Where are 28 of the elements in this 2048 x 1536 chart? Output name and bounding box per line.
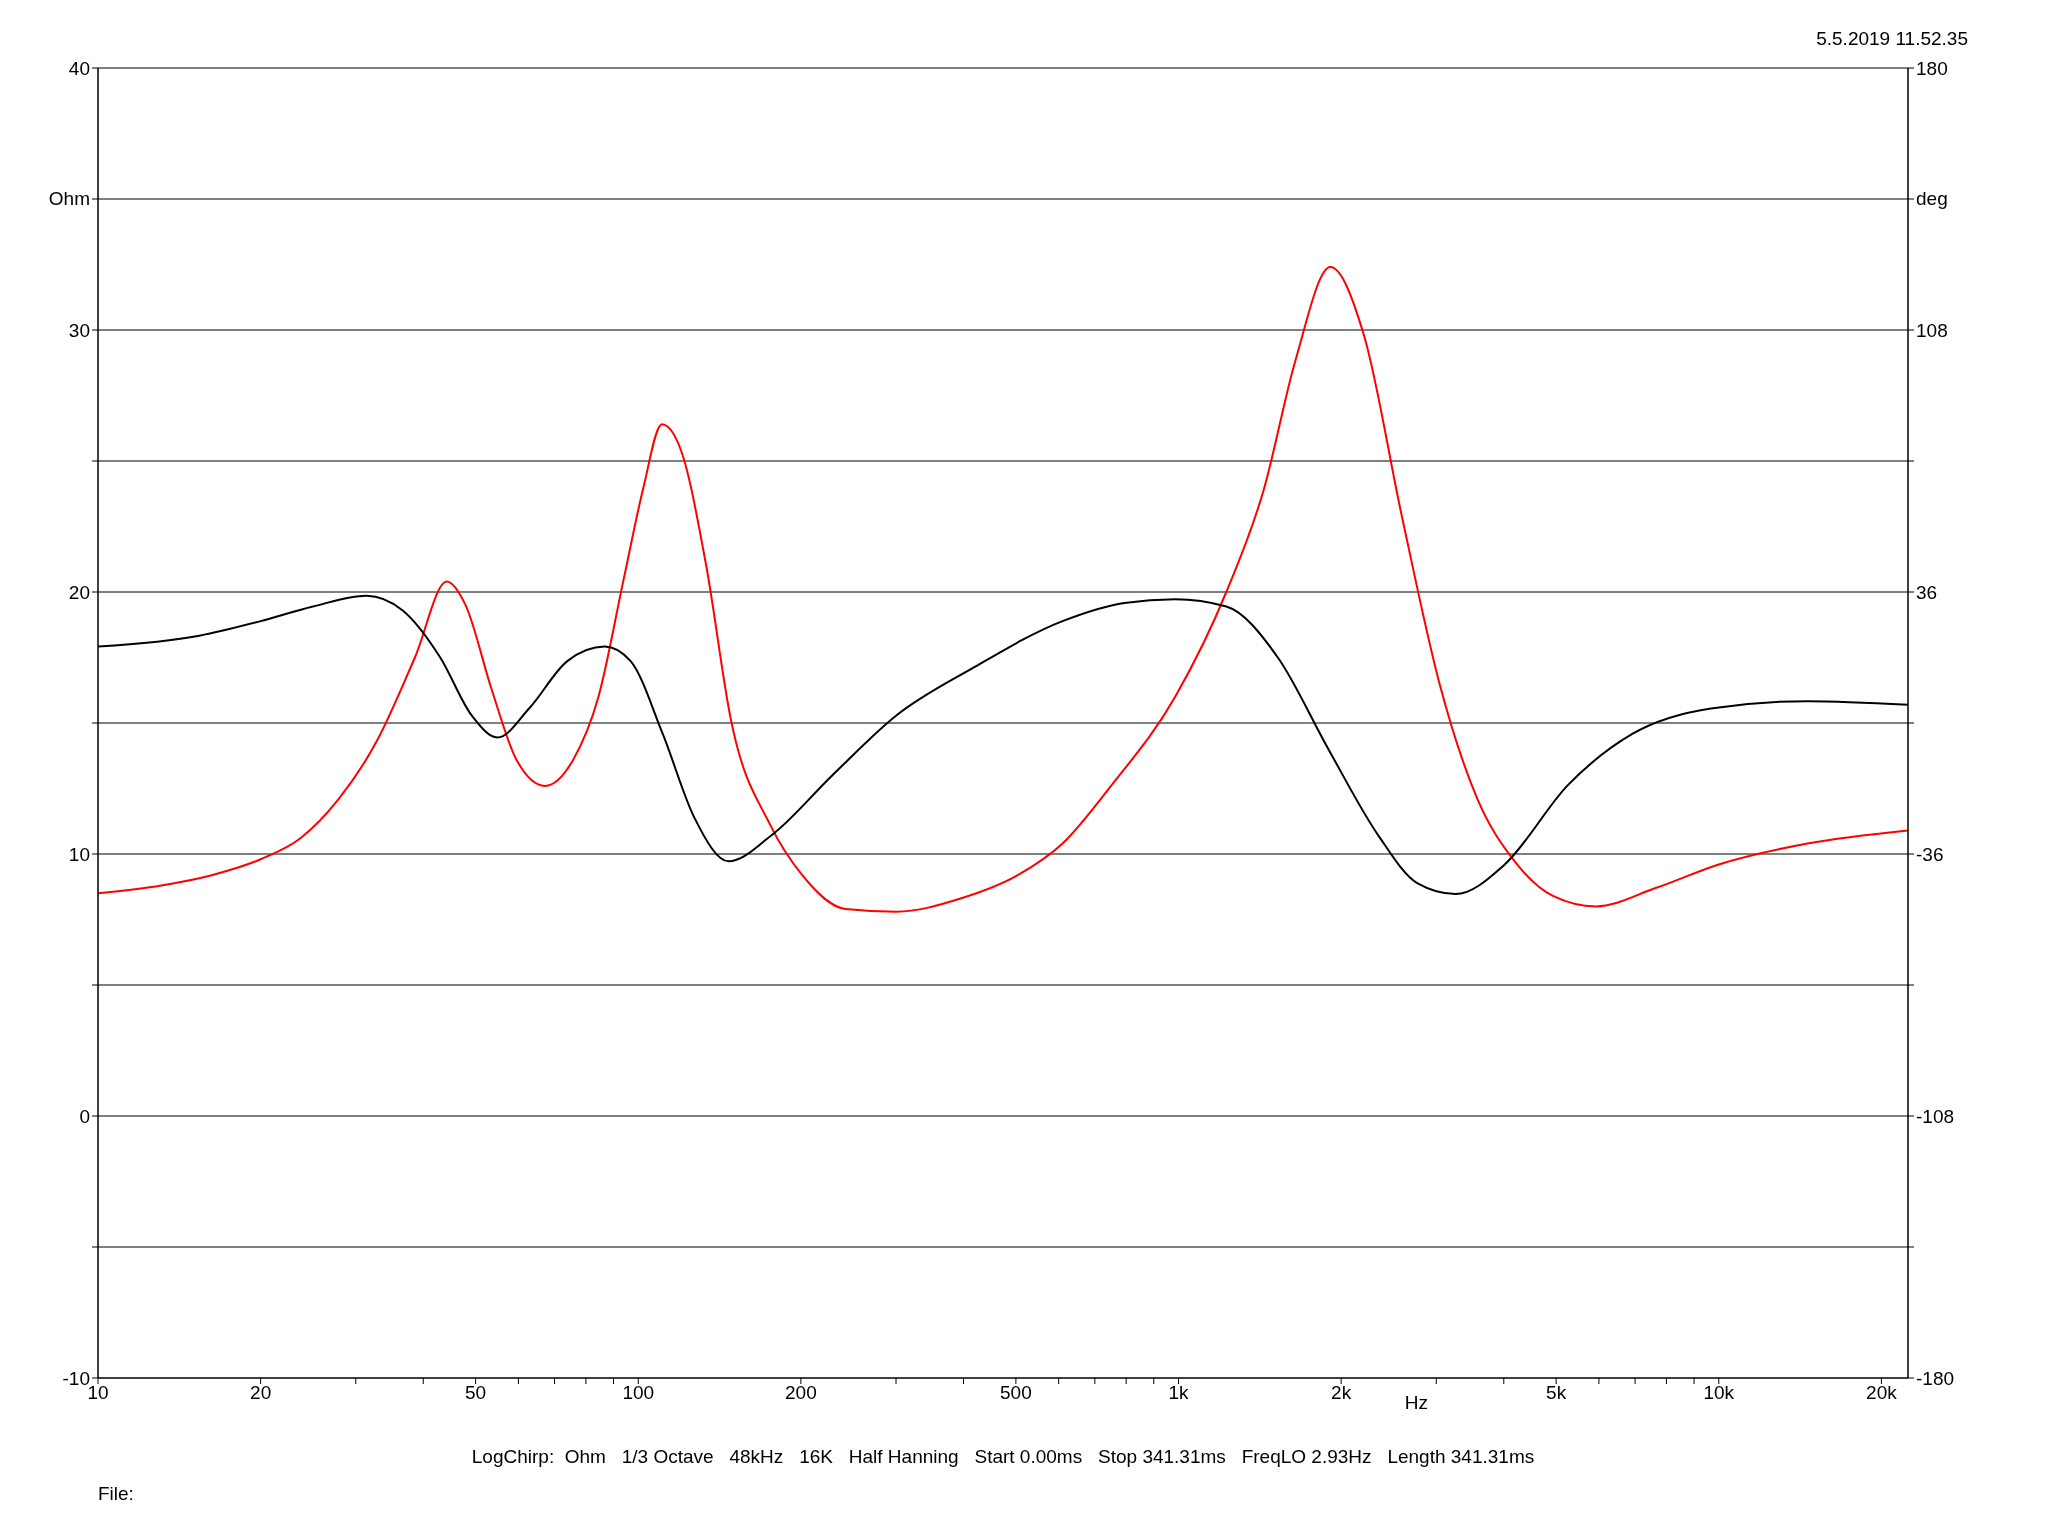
y-tick-label: 0 (79, 1105, 90, 1127)
y-tick-label: 30 (68, 319, 90, 341)
y2-axis-title: deg (1916, 188, 1949, 210)
y-tick-label: -10 (62, 1367, 90, 1389)
x-tick-label: 2k (1331, 1382, 1352, 1404)
text: File: (98, 1483, 134, 1505)
y2-tick-label: 36 (1916, 581, 1938, 603)
x-tick-label: 20k (1866, 1382, 1898, 1404)
x-tick-label: 200 (785, 1382, 817, 1404)
text: LogChirp: Ohm 1/3 Octave 48kHz 16K Half Hanning Start 0.00ms Stop 341.31ms FreqLO 2.93Hz Length 341.31ms (470, 1446, 1536, 1468)
y-tick-label: 10 (68, 843, 90, 865)
y2-tick-label: -36 (1916, 843, 1944, 865)
x-axis-title: Hz (1404, 1392, 1428, 1413)
y-tick-label: 40 (68, 57, 90, 79)
y2-tick-label: -108 (1916, 1105, 1955, 1127)
x-tick-label: 5k (1546, 1382, 1567, 1404)
x-tick-label: 10k (1703, 1382, 1735, 1404)
y2-tick-label: 108 (1916, 319, 1948, 341)
x-tick-label: 500 (1000, 1382, 1032, 1404)
x-tick-label: 100 (622, 1382, 655, 1404)
y2-tick-label: 180 (1916, 57, 1948, 79)
x-tick-label: 20 (250, 1382, 272, 1404)
text: 5.5.2019 11.52.35 (1816, 28, 1968, 50)
y-tick-label: 20 (68, 581, 90, 603)
y2-tick-label: -180 (1916, 1367, 1955, 1389)
x-tick-label: 1k (1168, 1382, 1190, 1404)
y-axis-title: Ohm (47, 188, 90, 210)
x-tick-label: 50 (465, 1382, 487, 1404)
